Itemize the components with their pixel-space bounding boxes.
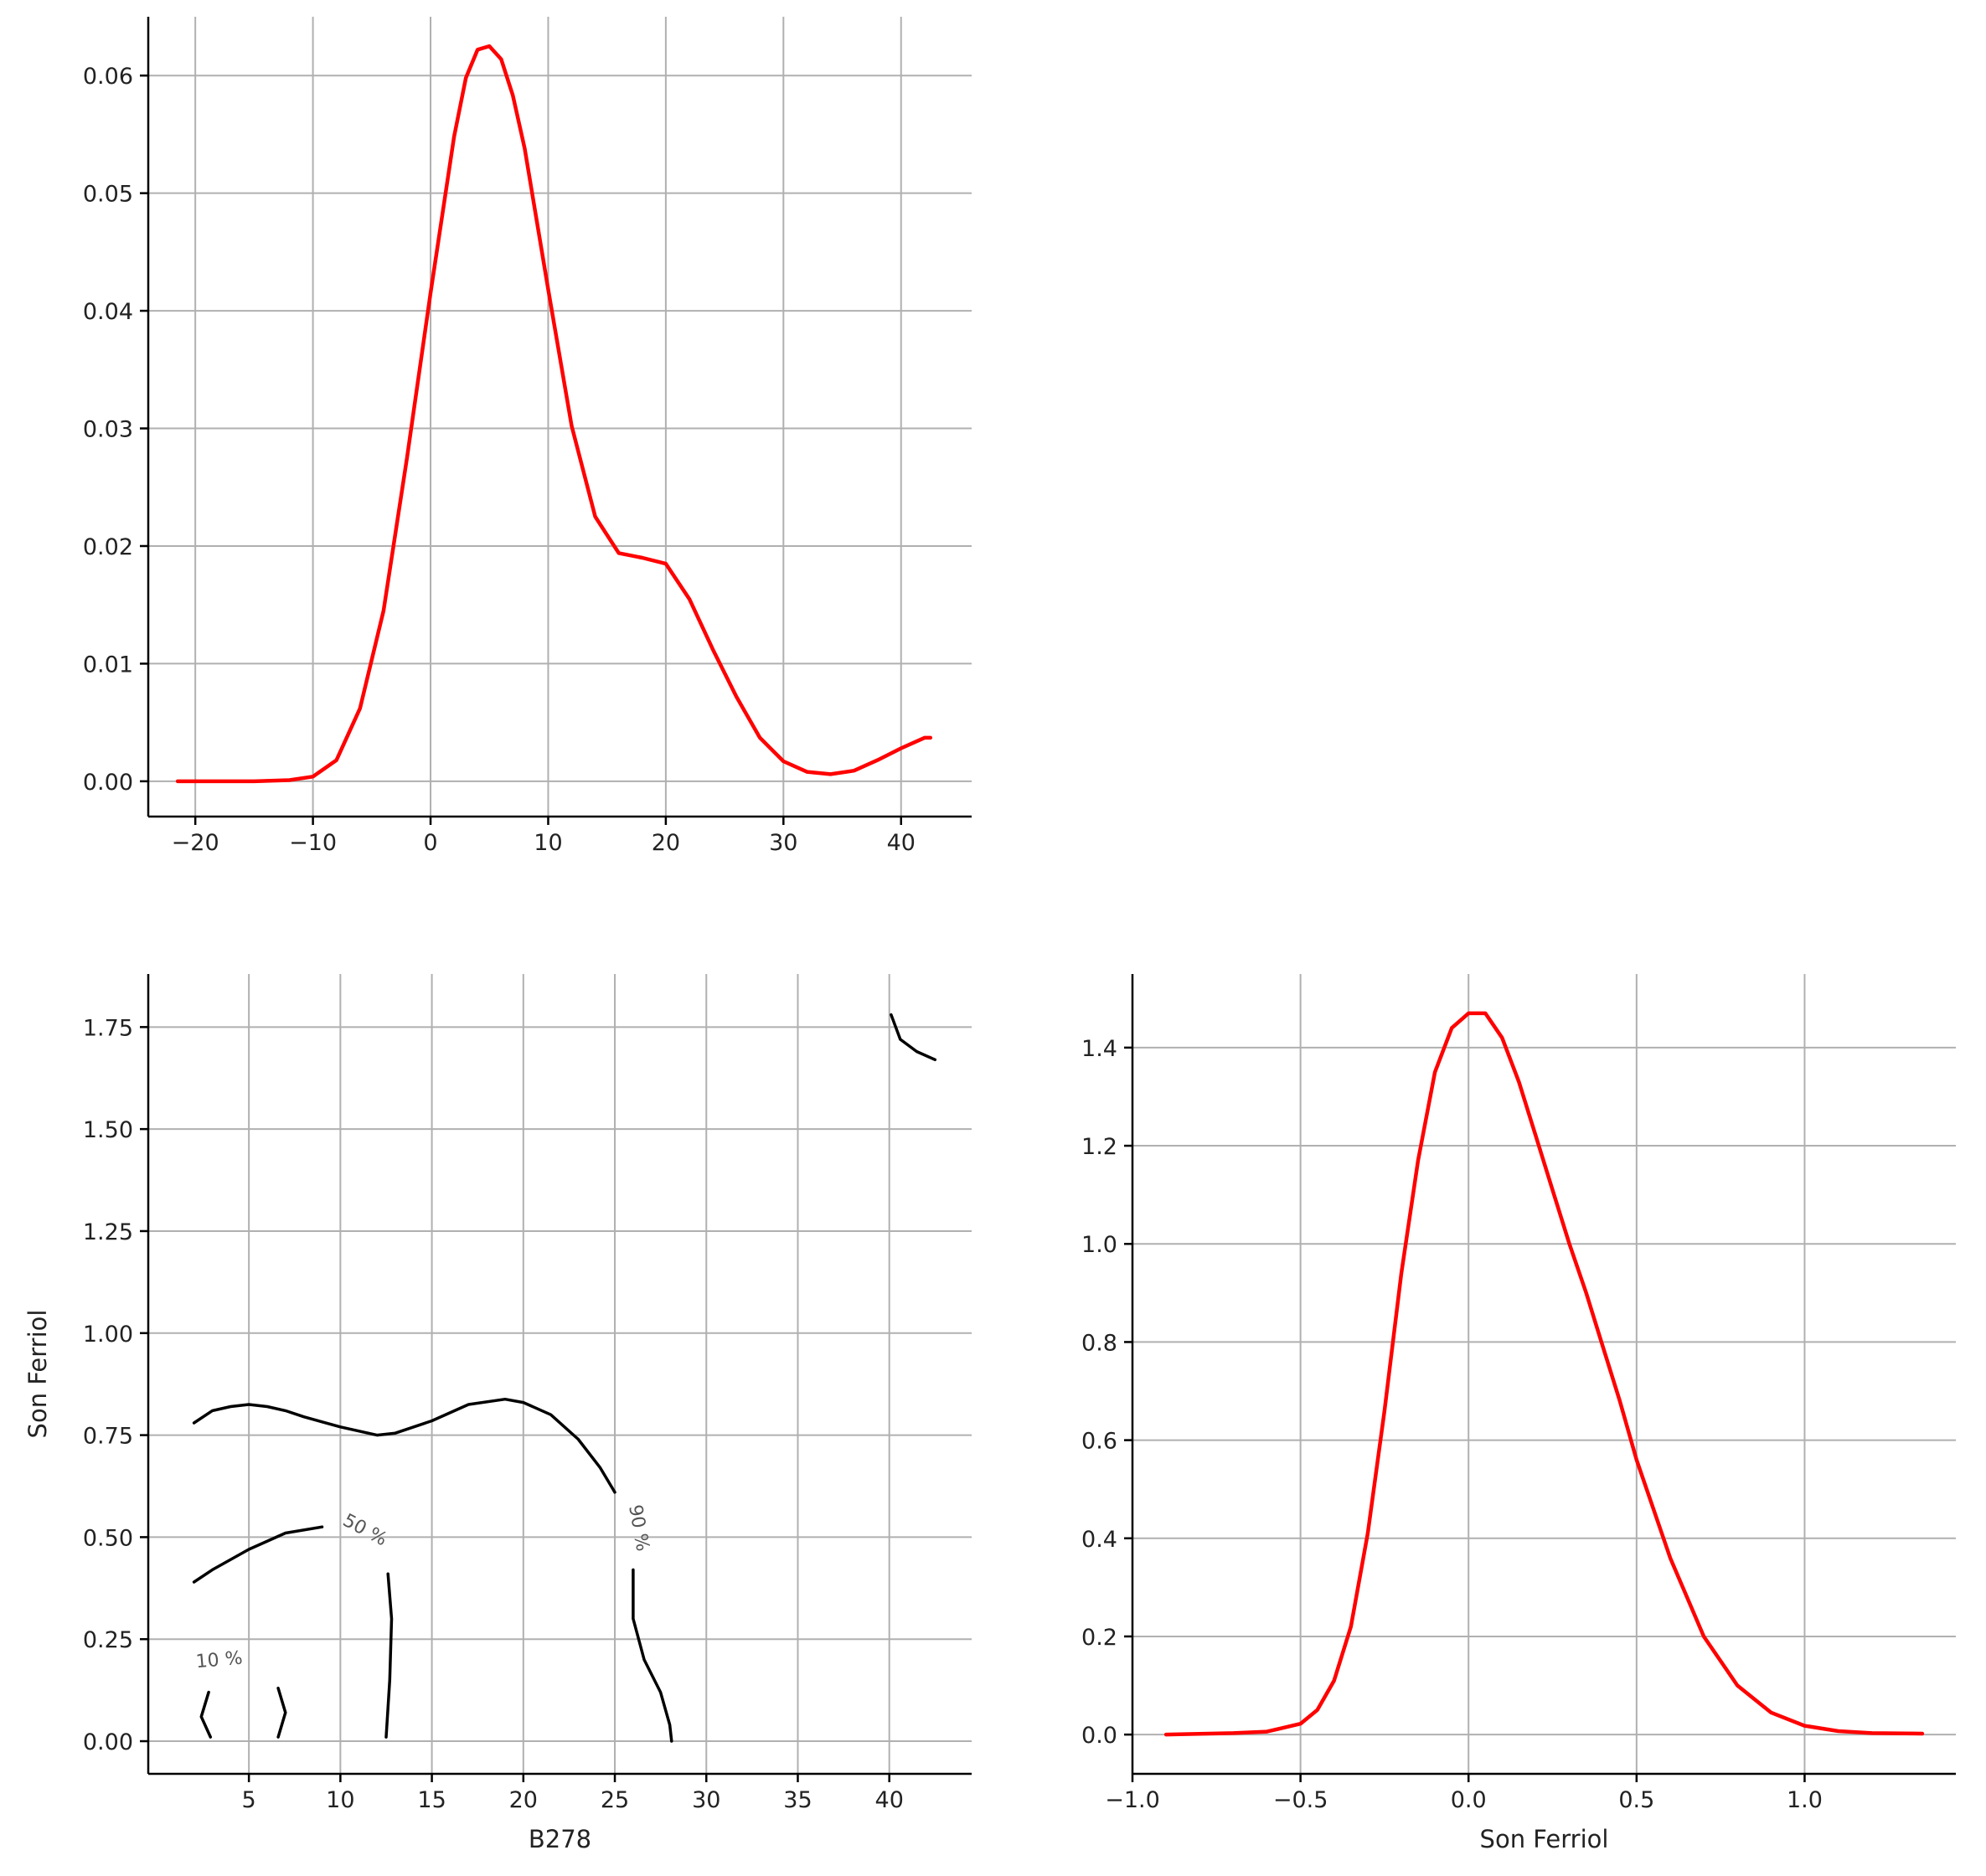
x-tick-label: −0.5 [1273,1787,1328,1813]
x-tick-label: 10 [534,830,562,856]
y-tick-label: 0.75 [83,1424,133,1450]
x-tick-label: 0.5 [1618,1787,1654,1813]
contour-line [276,1686,287,1739]
y-tick-label: 0.50 [83,1525,133,1551]
y-tick-label: 0.06 [83,64,133,90]
x-tick-label: 15 [417,1787,446,1813]
bottom-left-xticks: 5 10 15 20 25 30 35 40 [242,1774,904,1813]
x-tick-label: 40 [887,830,916,856]
y-tick-label: 1.0 [1081,1232,1117,1258]
contour-line [199,1690,213,1739]
y-tick-label: 1.00 [83,1322,133,1348]
x-tick-label: −10 [289,830,337,856]
y-tick-label: 0.25 [83,1627,133,1653]
y-tick-label: 0.6 [1081,1429,1117,1455]
contour-line [384,1572,394,1739]
x-tick-label: 0 [423,830,437,856]
x-tick-label: 20 [652,830,680,856]
contour-line [890,1013,937,1062]
contour-label: 90 % [624,1503,653,1553]
y-axis-label: Son Ferriol [23,1310,52,1439]
bottom-left-series: 10 % 50 % 90 % [192,1013,937,1743]
y-tick-label: 0.03 [83,417,133,443]
top-left-series [175,44,933,784]
x-tick-label: 1.0 [1787,1787,1823,1813]
y-tick-label: 0.00 [83,770,133,796]
bottom-left-labels: B278 Son Ferriol [23,1310,591,1853]
x-tick-label: 5 [242,1787,256,1813]
x-tick-label: −20 [172,830,219,856]
bottom-left-grid [148,974,972,1774]
x-tick-label: 30 [692,1787,720,1813]
bottom-right-spines [1131,974,1956,1776]
x-tick-label: 30 [769,830,797,856]
y-tick-label: 0.4 [1081,1527,1117,1553]
top-left-yticks: 0.00 0.01 0.02 0.03 0.04 0.05 0.06 [83,64,148,796]
bottom-left-spines [147,974,972,1776]
bottom-left-contour-panel: 10 % 50 % 90 % 5 10 15 20 25 30 35 40 0.00 0.25 0.5… [23,974,972,1853]
y-tick-label: 1.50 [83,1117,133,1143]
y-tick-label: 1.4 [1081,1036,1117,1062]
x-tick-label: 20 [509,1787,538,1813]
x-axis-label: Son Ferriol [1480,1825,1609,1853]
y-tick-label: 0.8 [1081,1330,1117,1356]
contour-line [632,1568,673,1743]
bottom-left-yticks: 0.00 0.25 0.50 0.75 1.00 1.25 1.50 1.75 [83,1015,148,1755]
y-tick-label: 0.00 [83,1729,133,1755]
bottom-right-series [1163,1011,1925,1737]
y-tick-label: 1.25 [83,1219,133,1245]
contour-line [192,1525,324,1584]
y-tick-label: 0.02 [83,534,133,560]
bottom-right-labels: Son Ferriol [1480,1825,1609,1853]
x-tick-label: −1.0 [1105,1787,1160,1813]
top-left-grid [148,17,972,817]
y-tick-label: 1.2 [1081,1134,1117,1160]
contour-label: 10 % [195,1648,244,1673]
x-tick-label: 35 [783,1787,812,1813]
x-tick-label: 0.0 [1451,1787,1487,1813]
y-tick-label: 0.04 [83,299,133,325]
bottom-right-grid [1132,974,1956,1774]
x-tick-label: 10 [326,1787,354,1813]
contour-line [192,1397,616,1494]
top-left-xticks: −20 −10 0 10 20 30 40 [172,817,916,856]
bottom-right-density-panel: −1.0 −0.5 0.0 0.5 1.0 0.0 0.2 0.4 0.6 0.8 1.0 1.2 1… [1081,974,1956,1853]
x-axis-label: B278 [529,1825,591,1853]
contour-label: 50 % [339,1510,390,1550]
bottom-right-xticks: −1.0 −0.5 0.0 0.5 1.0 [1105,1774,1823,1813]
y-tick-label: 0.05 [83,182,133,208]
density-curve [1163,1011,1925,1737]
y-tick-label: 1.75 [83,1015,133,1041]
y-tick-label: 0.2 [1081,1625,1117,1651]
top-left-spines [147,17,972,818]
x-tick-label: 25 [601,1787,629,1813]
y-tick-label: 0.0 [1081,1723,1117,1749]
y-tick-label: 0.01 [83,652,133,678]
bottom-right-yticks: 0.0 0.2 0.4 0.6 0.8 1.0 1.2 1.4 [1081,1036,1132,1749]
top-left-density-panel: −20 −10 0 10 20 30 40 0.00 0.01 0.02 0.03 0.04 0.05… [83,17,972,856]
x-tick-label: 40 [875,1787,904,1813]
density-curve [175,44,933,784]
